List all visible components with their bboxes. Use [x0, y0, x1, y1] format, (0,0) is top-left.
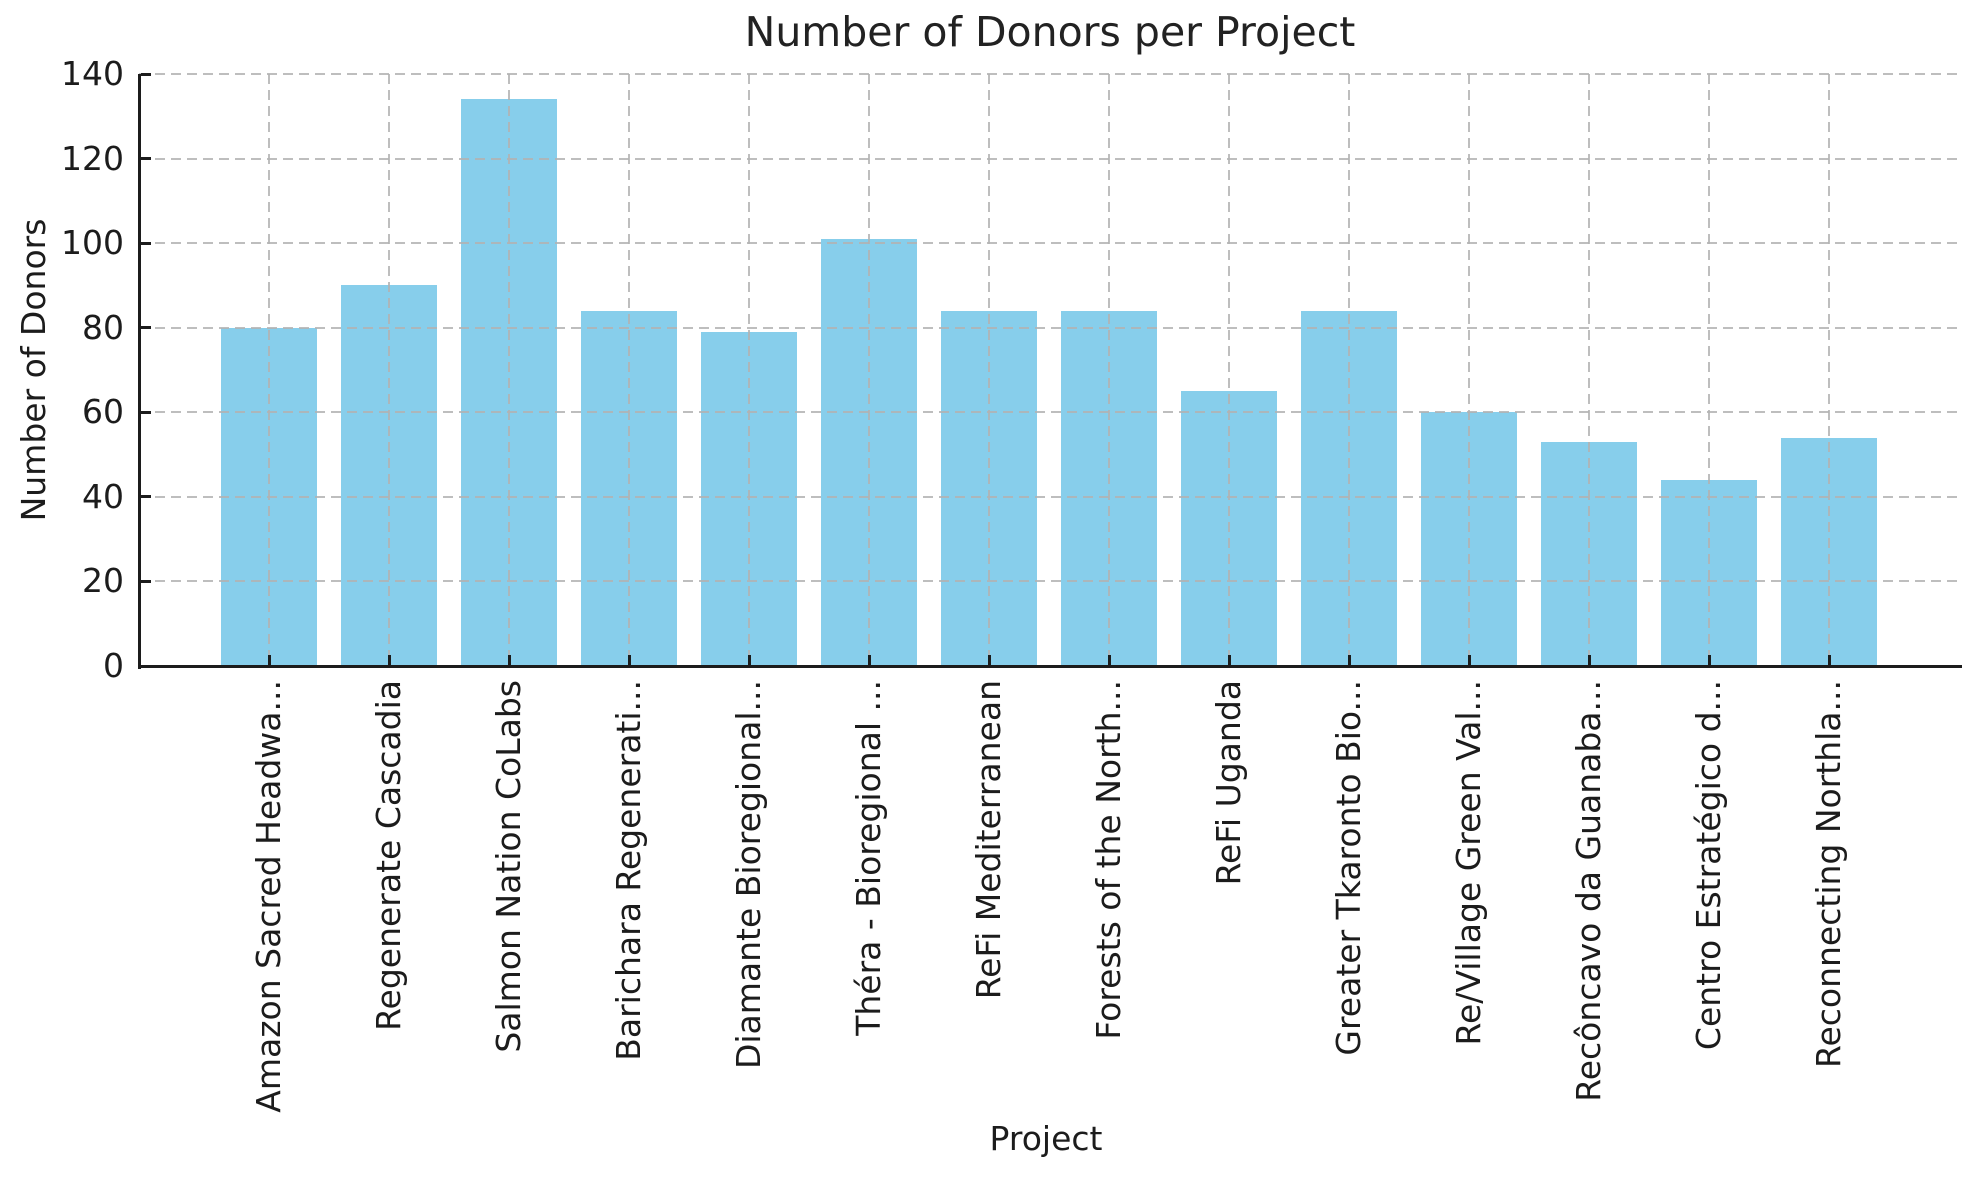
v-gridline — [1228, 74, 1230, 666]
x-tick-label: Diamante Bioregional... — [729, 680, 768, 1070]
x-tick-mark — [1467, 655, 1471, 665]
h-gridline — [139, 411, 1962, 414]
h-gridline — [139, 73, 1962, 75]
y-tick-mark — [141, 157, 151, 161]
v-gridline — [748, 74, 750, 666]
x-tick-mark — [627, 655, 631, 665]
h-gridline — [139, 242, 1962, 245]
x-tick-mark — [387, 655, 391, 665]
h-gridline — [139, 326, 1962, 329]
y-tick-label: 100 — [61, 223, 124, 263]
y-tick-mark — [141, 410, 151, 414]
v-gridline — [1588, 74, 1590, 666]
v-gridline — [868, 74, 870, 666]
x-tick-mark — [867, 655, 871, 665]
y-tick-label: 0 — [103, 646, 124, 685]
y-tick-mark — [141, 495, 151, 499]
x-tick-label: Centro Estratégico d... — [1689, 680, 1728, 1051]
y-tick-mark — [141, 241, 151, 245]
y-tick-label: 80 — [82, 307, 124, 347]
y-tick-mark — [141, 72, 151, 76]
x-tick-label: ReFi Mediterranean — [969, 680, 1008, 1000]
x-tick-mark — [507, 655, 511, 665]
x-tick-label: Amazon Sacred Headwa... — [249, 680, 288, 1113]
x-tick-mark — [747, 655, 751, 665]
x-tick-mark — [267, 655, 271, 665]
x-axis-spine — [138, 665, 1962, 668]
v-gridline — [1828, 74, 1830, 666]
x-tick-mark — [1227, 655, 1231, 665]
x-tick-mark — [1827, 655, 1831, 665]
y-tick-label: 60 — [82, 392, 124, 432]
v-gridline — [1348, 74, 1350, 666]
x-tick-mark — [1707, 655, 1711, 665]
h-gridline — [139, 580, 1962, 583]
v-gridline — [988, 74, 990, 666]
x-tick-mark — [1347, 655, 1351, 665]
y-tick-label: 120 — [61, 138, 124, 178]
y-tick-mark — [141, 664, 151, 668]
h-gridline — [139, 495, 1962, 498]
v-gridline — [268, 74, 270, 666]
x-tick-mark — [987, 655, 991, 665]
x-tick-label: Regenerate Cascadia — [369, 680, 408, 1031]
y-tick-mark — [141, 579, 151, 583]
x-tick-label: Re/Village Green Val... — [1449, 680, 1488, 1046]
v-gridline — [388, 74, 390, 666]
v-gridline — [508, 74, 510, 666]
y-tick-label: 140 — [61, 54, 124, 93]
x-tick-label: Recôncavo da Guanaba... — [1569, 680, 1608, 1102]
v-gridline — [628, 74, 630, 666]
x-tick-label: Greater Tkaronto Bio... — [1329, 680, 1368, 1056]
x-tick-label: ReFi Uganda — [1209, 680, 1248, 886]
x-tick-mark — [1587, 655, 1591, 665]
v-gridline — [1468, 74, 1470, 666]
x-tick-label: Forests of the North... — [1089, 680, 1128, 1040]
x-tick-label: Barichara Regenerati... — [609, 680, 648, 1061]
y-tick-mark — [141, 326, 151, 330]
v-gridline — [1708, 74, 1710, 666]
y-axis-spine — [138, 74, 141, 669]
y-tick-label: 20 — [82, 561, 124, 601]
h-gridline — [139, 157, 1962, 160]
x-axis-label: Project — [989, 1119, 1103, 1158]
chart-title: Number of Donors per Project — [744, 8, 1356, 56]
y-tick-label: 40 — [82, 476, 124, 516]
x-tick-mark — [1107, 655, 1111, 665]
y-axis-label: Number of Donors — [14, 218, 53, 522]
x-tick-label: Salmon Nation CoLabs — [489, 680, 528, 1053]
x-tick-label: Théra - Bioregional ... — [849, 680, 888, 1036]
v-gridline — [1108, 74, 1110, 666]
x-tick-label: Reconnecting Northla... — [1809, 680, 1848, 1068]
